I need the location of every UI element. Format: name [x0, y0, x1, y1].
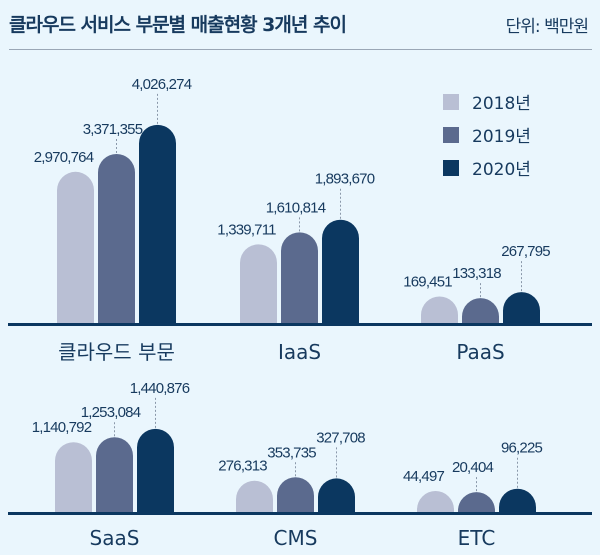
legend-label: 2018년 [472, 94, 531, 114]
bar-CMS-2019년 [277, 477, 314, 512]
data-label: 44,497 [403, 468, 445, 485]
bar-SaaS-2019년 [96, 437, 133, 512]
category-label: SaaS [90, 526, 140, 550]
bar-IaaS-2018년 [240, 244, 277, 323]
bar-CMS-2020년 [318, 478, 355, 512]
legend-swatch [443, 127, 459, 143]
data-label: 276,313 [218, 458, 267, 475]
bar-PaaS-2020년 [503, 292, 540, 323]
data-label: 1,610,814 [266, 199, 326, 216]
bar-IaaS-2020년 [322, 219, 359, 323]
data-label: 1,440,876 [130, 380, 190, 397]
category-label: 클라우드 부문 [58, 340, 175, 364]
chart-title: 클라우드 서비스 부문별 매출현황 3개년 추이 [9, 14, 347, 36]
title-divider [9, 49, 592, 50]
bar-클라우드 부문-2018년 [57, 171, 94, 323]
category-label: ETC [458, 526, 496, 550]
bar-PaaS-2019년 [462, 298, 499, 323]
baseline-1 [8, 323, 592, 326]
data-label: 133,318 [452, 265, 501, 282]
category-label: CMS [274, 526, 318, 550]
category-label: PaaS [456, 340, 504, 364]
data-label: 267,795 [501, 243, 550, 260]
data-label: 2,970,764 [34, 149, 94, 166]
legend-label: 2019년 [472, 127, 531, 147]
data-label: 1,339,711 [217, 221, 276, 238]
bar-클라우드 부문-2020년 [139, 124, 176, 323]
data-label: 20,404 [452, 459, 494, 476]
data-label: 96,225 [501, 440, 543, 457]
unit-label: 단위: 백만원 [505, 17, 589, 37]
legend-swatch [443, 160, 459, 176]
data-label: 353,735 [267, 444, 316, 461]
bar-IaaS-2019년 [281, 232, 318, 323]
legend-label: 2020년 [472, 160, 531, 180]
data-label: 327,708 [316, 429, 365, 446]
data-label: 3,371,355 [83, 121, 143, 138]
data-label: 4,026,274 [132, 76, 192, 93]
bar-ETC-2019년 [458, 492, 495, 512]
bar-ETC-2018년 [417, 491, 454, 512]
bar-ETC-2020년 [499, 488, 536, 512]
bar-SaaS-2018년 [55, 442, 92, 512]
data-label: 1,140,792 [32, 419, 92, 436]
bar-PaaS-2018년 [421, 296, 458, 323]
bar-SaaS-2020년 [137, 428, 174, 512]
bar-CMS-2018년 [236, 480, 273, 512]
data-label: 169,451 [403, 273, 452, 290]
data-label: 1,893,670 [315, 171, 375, 188]
baseline-2 [8, 512, 592, 515]
legend-swatch [443, 94, 459, 110]
category-label: IaaS [278, 340, 321, 364]
data-label: 1,253,084 [81, 404, 141, 421]
bar-클라우드 부문-2019년 [98, 153, 135, 323]
